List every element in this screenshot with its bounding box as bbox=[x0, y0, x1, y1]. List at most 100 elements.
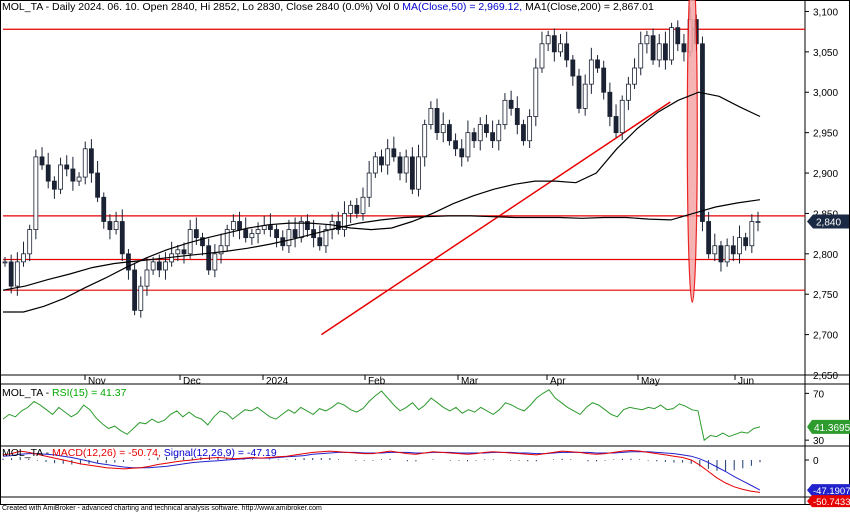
candle-body bbox=[132, 269, 138, 311]
candle-body bbox=[8, 261, 14, 287]
candle-body bbox=[58, 164, 63, 190]
candle-body bbox=[2, 261, 8, 264]
candle-body bbox=[582, 83, 588, 109]
candle-body bbox=[545, 35, 551, 45]
time-axis-label: Jun bbox=[738, 376, 754, 387]
rsi-value-label: 41.3695 bbox=[814, 423, 850, 434]
candle-body bbox=[558, 43, 563, 53]
price-axis-label: 2,900 bbox=[813, 169, 838, 180]
candle-body bbox=[255, 229, 261, 235]
candle-body bbox=[144, 269, 150, 287]
candle-body bbox=[107, 221, 113, 230]
candle-body bbox=[613, 116, 619, 134]
rsi-legend-text: RSI(15) = 41.37 bbox=[52, 387, 127, 399]
time-axis-label: Feb bbox=[368, 376, 386, 387]
candle-body bbox=[45, 164, 51, 182]
candle-body bbox=[224, 229, 230, 247]
candle-body bbox=[749, 221, 755, 247]
signal-legend-text: Signal(12,26,9) = -47.19 bbox=[163, 447, 277, 459]
candle-body bbox=[138, 285, 144, 311]
candle-body bbox=[21, 253, 26, 263]
candle-body bbox=[471, 132, 477, 142]
candle-body bbox=[348, 204, 354, 214]
main-header-symbol-text: MOL_TA - Daily 2024. 06. 10. Open 2840, … bbox=[2, 1, 400, 13]
candle-body bbox=[453, 140, 458, 150]
candle-body bbox=[51, 180, 57, 190]
macd-legend-text: MACD(12,26) = -50.74, bbox=[52, 447, 161, 459]
ma200-line bbox=[2, 199, 761, 291]
candle-body bbox=[64, 164, 70, 170]
price-axis-label: 3,100 bbox=[813, 7, 838, 18]
current-price-label: 2,840 bbox=[816, 218, 841, 229]
candle-body bbox=[113, 221, 119, 230]
candle-body bbox=[539, 43, 545, 69]
candle-body bbox=[89, 148, 94, 174]
rsi-panel-header: MOL_TA - RSI(15) = 41.37 bbox=[2, 387, 126, 399]
candle-body bbox=[193, 229, 199, 239]
candle-body bbox=[101, 196, 107, 222]
candle-body bbox=[27, 229, 33, 255]
candle-body bbox=[724, 245, 730, 263]
candle-body bbox=[663, 43, 668, 61]
candle-body bbox=[533, 67, 539, 117]
macd-axis-label: 0 bbox=[813, 456, 819, 467]
candle-body bbox=[33, 156, 39, 230]
macd-header-symbol-text: MOL_TA - bbox=[2, 447, 50, 459]
candle-body bbox=[675, 27, 681, 45]
candle-body bbox=[619, 99, 625, 134]
candle-body bbox=[119, 221, 125, 255]
candle-body bbox=[484, 124, 489, 134]
signal-value-tag bbox=[807, 484, 850, 497]
time-axis-label: 2024 bbox=[266, 376, 289, 387]
gap-highlight-ellipse bbox=[686, 0, 698, 303]
candle-body bbox=[644, 35, 650, 45]
candle-body bbox=[379, 156, 384, 166]
candle-body bbox=[298, 221, 304, 239]
candle-body bbox=[718, 245, 724, 263]
rising-trend-line bbox=[320, 101, 671, 336]
candle-body bbox=[508, 99, 514, 109]
candle-body bbox=[409, 156, 415, 190]
candle-body bbox=[502, 99, 508, 125]
candle-body bbox=[601, 67, 607, 93]
candle-body bbox=[465, 132, 471, 158]
price-axis-label: 3,000 bbox=[813, 88, 838, 99]
time-axis-label: Dec bbox=[183, 376, 201, 387]
candle-body bbox=[268, 225, 273, 230]
candle-body bbox=[428, 108, 434, 125]
price-axis-label: 2,650 bbox=[813, 371, 838, 382]
candle-body bbox=[76, 176, 82, 182]
price-axis-label: 2,950 bbox=[813, 129, 838, 140]
candle-body bbox=[366, 172, 372, 198]
candle-body bbox=[700, 43, 705, 222]
candle-body bbox=[737, 237, 742, 255]
candle-body bbox=[95, 172, 100, 198]
time-axis-label: Nov bbox=[88, 376, 106, 387]
candle-body bbox=[156, 261, 162, 271]
candle-body bbox=[360, 196, 366, 214]
candle-body bbox=[607, 91, 613, 117]
candle-body bbox=[755, 221, 761, 223]
candle-body bbox=[521, 124, 526, 142]
rsi-value-tag bbox=[807, 419, 850, 434]
candle-body bbox=[150, 261, 156, 271]
ma50-legend-text: MA(Close,50) = 2,969.12, bbox=[402, 1, 523, 13]
candle-body bbox=[712, 245, 718, 255]
candle-body bbox=[372, 156, 378, 174]
macd-panel-header: MOL_TA - MACD(12,26) = -50.74, Signal(12… bbox=[2, 447, 277, 459]
candle-body bbox=[237, 221, 242, 230]
rsi-line bbox=[2, 389, 761, 442]
candle-body bbox=[305, 221, 310, 230]
candle-body bbox=[218, 245, 224, 255]
rsi-axis-label: 70 bbox=[813, 389, 825, 400]
candle-body bbox=[588, 59, 594, 85]
candle-body bbox=[212, 253, 218, 271]
candle-body bbox=[274, 229, 279, 239]
candle-body bbox=[595, 59, 600, 69]
candle-body bbox=[638, 43, 644, 69]
candle-body bbox=[551, 35, 557, 53]
candle-body bbox=[730, 245, 736, 255]
signal-line bbox=[2, 451, 761, 491]
candle-body bbox=[39, 156, 45, 166]
